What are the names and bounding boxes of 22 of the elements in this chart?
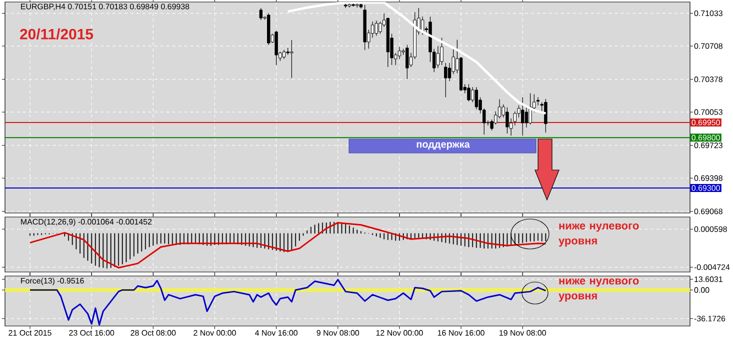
candlestick — [524, 107, 528, 128]
candlestick — [444, 62, 448, 98]
candlestick — [274, 30, 278, 66]
candlestick — [370, 21, 374, 38]
candlestick — [544, 98, 548, 133]
candlestick — [474, 86, 478, 110]
annotation: ниже нулевого уровня — [558, 278, 639, 302]
candlestick — [374, 20, 378, 36]
annotation: поддержка — [416, 142, 470, 150]
candlestick — [406, 44, 409, 80]
candlestick — [536, 96, 540, 106]
candlestick — [521, 96, 524, 136]
candlestick — [440, 37, 444, 66]
candlestick — [290, 40, 294, 78]
annotation: ниже нулевого уровня — [558, 224, 639, 247]
candlestick — [436, 46, 440, 68]
candlestick — [467, 84, 470, 102]
annotation: 20/11/2015 — [20, 28, 94, 40]
candlestick — [506, 107, 509, 134]
candlestick — [282, 50, 286, 60]
candlestick — [259, 8, 263, 20]
candlestick — [398, 46, 402, 60]
